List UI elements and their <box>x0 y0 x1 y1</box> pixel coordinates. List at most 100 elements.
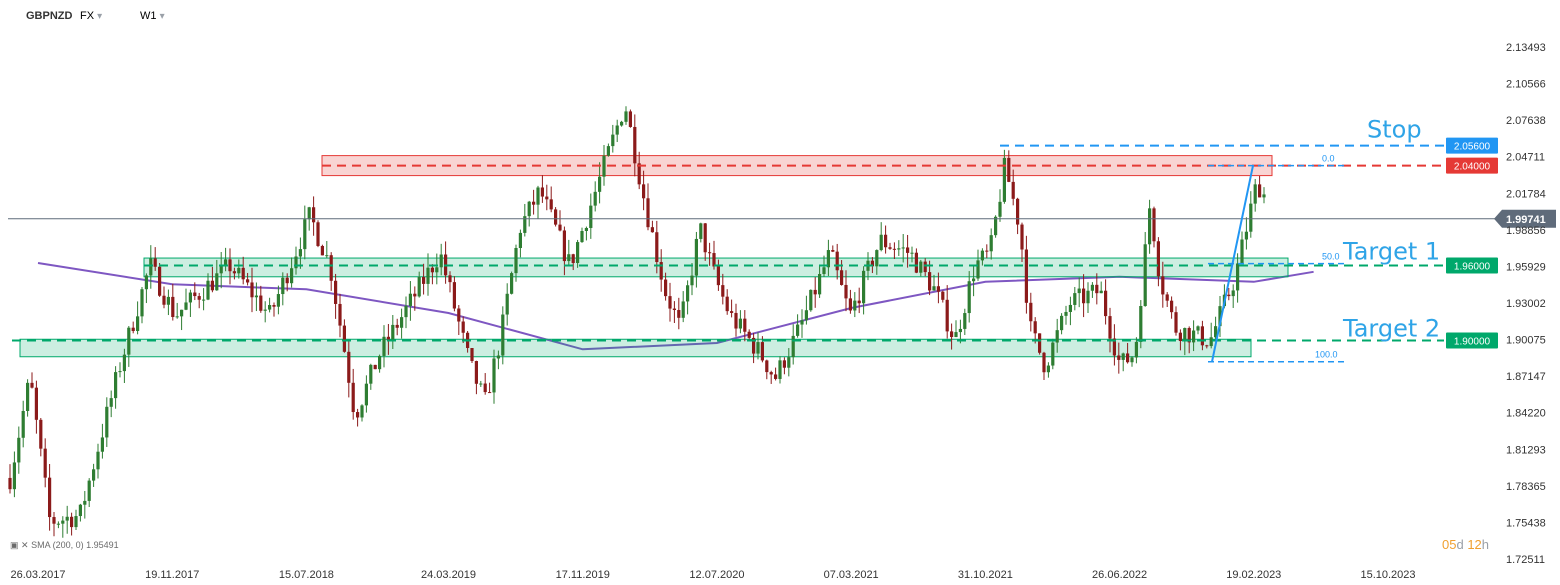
candle-body <box>809 289 813 311</box>
timeframe-selector[interactable]: W1 ▾ <box>140 10 165 22</box>
zones-layer <box>19 155 1289 358</box>
candle-body <box>197 296 201 300</box>
candle-body <box>312 207 316 223</box>
candle-body <box>92 469 96 481</box>
candle-body <box>532 201 536 205</box>
candle-body <box>721 285 725 297</box>
candle-body <box>906 247 910 253</box>
candle-body <box>1117 355 1121 360</box>
candle-body <box>17 437 21 463</box>
candle-body <box>602 155 606 177</box>
candle-body <box>1007 157 1011 182</box>
candle-body <box>373 364 377 370</box>
current-price-badge <box>1494 209 1556 228</box>
candle-body <box>329 255 333 281</box>
market-selector[interactable]: FX ▾ <box>80 10 102 22</box>
candle-body <box>980 250 984 261</box>
candle-body <box>1148 208 1152 245</box>
candle-timer: 05d 12h <box>1442 537 1489 552</box>
candle-body <box>404 305 408 318</box>
candle-body <box>290 268 294 284</box>
candle-body <box>703 223 707 253</box>
candle-body <box>105 406 109 438</box>
candle-body <box>1209 337 1213 347</box>
y-tick-label: 1.87147 <box>1506 371 1546 383</box>
candle-body <box>1227 294 1231 297</box>
target-2-text: Target 2 <box>1342 315 1440 343</box>
candle-body <box>30 382 34 388</box>
sma-legend: ▣ ✕ SMA (200, 0) 1.95491 <box>10 540 119 551</box>
y-tick-label: 2.07638 <box>1506 115 1546 127</box>
candle-body <box>716 266 720 286</box>
candle-body <box>1170 300 1174 313</box>
candles-layer <box>8 106 1266 538</box>
resistance-price-label: 2.04000 <box>1454 162 1491 173</box>
candle-body <box>140 289 144 317</box>
candle-body <box>540 187 544 197</box>
candle-body <box>1082 288 1086 304</box>
candle-body <box>408 293 412 306</box>
candle-body <box>1156 241 1160 277</box>
candle-body <box>567 254 571 262</box>
candle-body <box>844 284 848 299</box>
candle-body <box>100 437 104 452</box>
candle-body <box>1218 306 1222 327</box>
symbol-label[interactable]: GBPNZD <box>26 10 73 22</box>
candle-body <box>386 336 390 341</box>
candle-body <box>932 286 936 291</box>
candle-body <box>43 448 47 478</box>
candle-body <box>1130 357 1134 363</box>
candle-body <box>598 176 602 192</box>
candle-body <box>1231 290 1235 297</box>
candle-body <box>250 282 254 298</box>
candle-body <box>1042 352 1046 373</box>
stop-text: Stop <box>1367 116 1422 144</box>
eye-icon[interactable]: ▣ <box>10 540 19 550</box>
y-tick-label: 1.81293 <box>1506 444 1546 456</box>
candle-body <box>448 275 452 283</box>
target-1-text: Target 1 <box>1342 238 1440 266</box>
candle-body <box>505 293 509 315</box>
candle-body <box>149 258 153 276</box>
candle-body <box>26 382 30 412</box>
candle-body <box>928 272 932 291</box>
candle-body <box>276 294 280 307</box>
fib-level-label: 100.0 <box>1315 350 1338 360</box>
target-2-price-label: 1.90000 <box>1454 337 1491 348</box>
candle-body <box>558 224 562 231</box>
candle-body <box>65 516 69 521</box>
candle-body <box>620 121 624 126</box>
sma-legend-text: SMA (200, 0) 1.95491 <box>31 540 119 550</box>
candle-body <box>281 277 285 295</box>
candle-body <box>923 261 927 273</box>
candle-body <box>664 279 668 297</box>
y-tick-label: 2.01784 <box>1506 188 1546 200</box>
candle-body <box>712 253 716 267</box>
candle-body <box>853 300 857 311</box>
candle-body <box>1038 333 1042 353</box>
candle-body <box>1090 284 1094 291</box>
candle-body <box>1095 284 1099 294</box>
candle-body <box>1068 304 1072 312</box>
y-tick-label: 1.95929 <box>1506 261 1546 273</box>
candle-body <box>976 260 980 279</box>
candle-body <box>369 364 373 384</box>
target-1-zone <box>143 257 1289 278</box>
candle-body <box>496 355 500 359</box>
candle-body <box>1139 305 1143 342</box>
candle-body <box>677 310 681 318</box>
current-price-label: 1.99741 <box>1506 214 1546 226</box>
candle-body <box>206 280 210 300</box>
candle-body <box>118 371 122 373</box>
y-tick-label: 1.75438 <box>1506 517 1546 529</box>
candle-body <box>994 216 998 236</box>
close-icon[interactable]: ✕ <box>21 540 29 550</box>
candle-body <box>655 232 659 263</box>
candle-body <box>919 261 923 273</box>
candle-body <box>1143 244 1147 306</box>
candle-body <box>765 360 769 373</box>
target-2-badge <box>1446 332 1498 349</box>
candle-body <box>562 230 566 262</box>
candle-body <box>650 227 654 233</box>
